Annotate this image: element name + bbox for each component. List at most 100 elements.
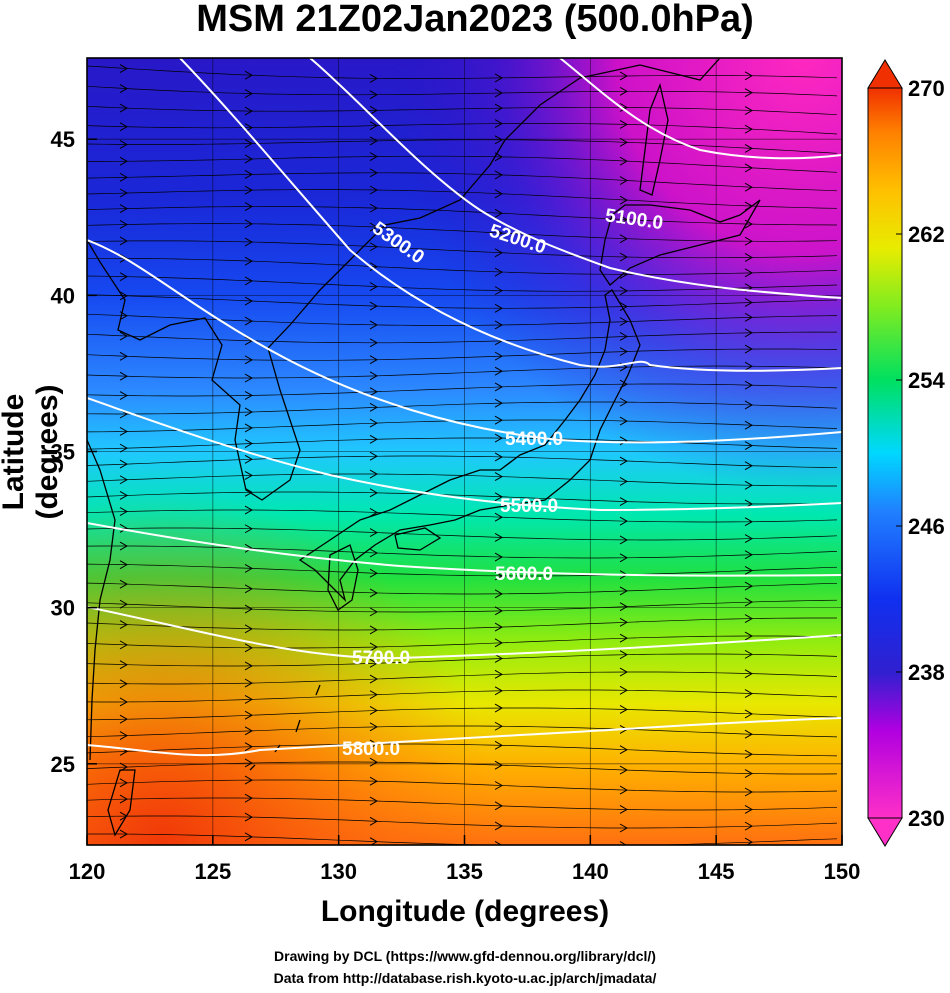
streamline (87, 797, 838, 811)
wind-arrow (619, 685, 629, 695)
colorbar-tick-label-230: 230 (908, 806, 945, 831)
wind-arrow (119, 331, 129, 341)
wind-arrow (244, 487, 254, 497)
wind-arrow (369, 776, 379, 786)
wind-arrow (119, 490, 129, 500)
wind-arrow (245, 873, 252, 881)
wind-arrow (244, 256, 254, 266)
wind-arrow (244, 373, 254, 383)
wind-arrow (619, 745, 629, 755)
wind-arrow (744, 709, 754, 719)
wind-arrow (619, 785, 629, 795)
wind-arrow (119, 188, 129, 198)
wind-arrow (369, 185, 379, 195)
wind-arrow (369, 607, 379, 617)
wind-arrow (619, 119, 629, 129)
wind-arrow (494, 552, 504, 562)
wind-arrow (119, 794, 129, 804)
wind-arrow (494, 654, 504, 663)
streamline (87, 671, 838, 685)
wind-arrow (244, 219, 254, 229)
wind-arrow (494, 320, 504, 330)
wind-arrow (619, 497, 629, 506)
wind-arrow (244, 185, 254, 195)
wind-arrow (619, 765, 629, 775)
wind-arrow (619, 841, 628, 845)
wind-arrow (619, 215, 629, 225)
wind-arrow (494, 433, 504, 443)
wind-arrow (494, 248, 504, 258)
wind-arrow (119, 272, 129, 282)
streamline (87, 123, 838, 135)
wind-arrow (619, 705, 629, 714)
wind-arrow (369, 508, 379, 517)
wind-arrow (119, 660, 129, 670)
wind-arrow (244, 407, 254, 417)
wind-arrow (619, 535, 629, 545)
wind-arrow (744, 689, 754, 699)
wind-arrow (744, 769, 754, 778)
wind-arrow (119, 351, 129, 361)
wind-arrow (369, 434, 379, 444)
wind-arrow (370, 858, 377, 866)
wind-arrow (619, 397, 629, 407)
wind-arrow (119, 84, 129, 94)
y-tick-label-25: 25 (51, 752, 75, 777)
wind-arrow (744, 787, 754, 797)
wind-arrow (494, 703, 504, 713)
wind-arrow (619, 156, 629, 166)
wind-arrow (369, 222, 379, 232)
streamline (87, 240, 838, 259)
wind-arrow (744, 236, 754, 246)
wind-arrow (119, 204, 129, 214)
x-axis-label: Longitude (degrees) (320, 895, 610, 928)
x-tick-label-145: 145 (698, 859, 735, 884)
wind-arrow (369, 469, 379, 479)
wind-arrow (119, 541, 129, 551)
wind-arrow (744, 400, 754, 410)
wind-arrow (744, 614, 754, 624)
wind-arrow (494, 452, 504, 462)
wind-arrow (119, 829, 129, 839)
wind-arrow (494, 781, 504, 790)
wind-arrow (744, 566, 754, 575)
wind-arrow (244, 505, 254, 515)
streamline (87, 383, 838, 397)
wind-arrow (119, 156, 129, 166)
wind-arrow (119, 443, 129, 453)
wind-arrow (619, 286, 629, 296)
streamline (87, 491, 838, 505)
wind-arrow (369, 690, 379, 700)
wind-streamlines (87, 64, 838, 886)
streamline (87, 563, 838, 577)
wind-arrow (244, 139, 254, 148)
wind-arrow (119, 459, 129, 469)
wind-arrow (369, 706, 379, 715)
wind-arrow (244, 454, 254, 464)
wind-arrow (619, 234, 629, 244)
contour-5700 (87, 606, 842, 660)
streamline (87, 419, 838, 433)
streamline (87, 206, 838, 226)
wind-arrow (119, 579, 129, 589)
wind-arrow (119, 291, 129, 301)
wind-arrow (744, 441, 754, 451)
streamline (87, 348, 838, 361)
wind-arrow (619, 103, 629, 112)
wind-arrow (120, 869, 127, 877)
wind-arrow (494, 351, 504, 361)
wind-arrow (744, 581, 754, 591)
y-axis: 25 30 35 40 45 (51, 127, 97, 777)
wind-arrow (495, 878, 502, 886)
wind-arrow (369, 338, 379, 348)
wind-arrow (744, 124, 754, 134)
wind-arrow (744, 649, 754, 659)
wind-arrow (244, 390, 254, 400)
wind-arrow (244, 661, 254, 671)
wind-arrow (244, 563, 254, 573)
streamline (87, 635, 838, 649)
wind-arrow (494, 740, 504, 750)
wind-arrow (119, 560, 129, 570)
wind-arrow (119, 427, 129, 436)
x-axis: 120 125 130 135 140 145 150 (69, 835, 860, 884)
